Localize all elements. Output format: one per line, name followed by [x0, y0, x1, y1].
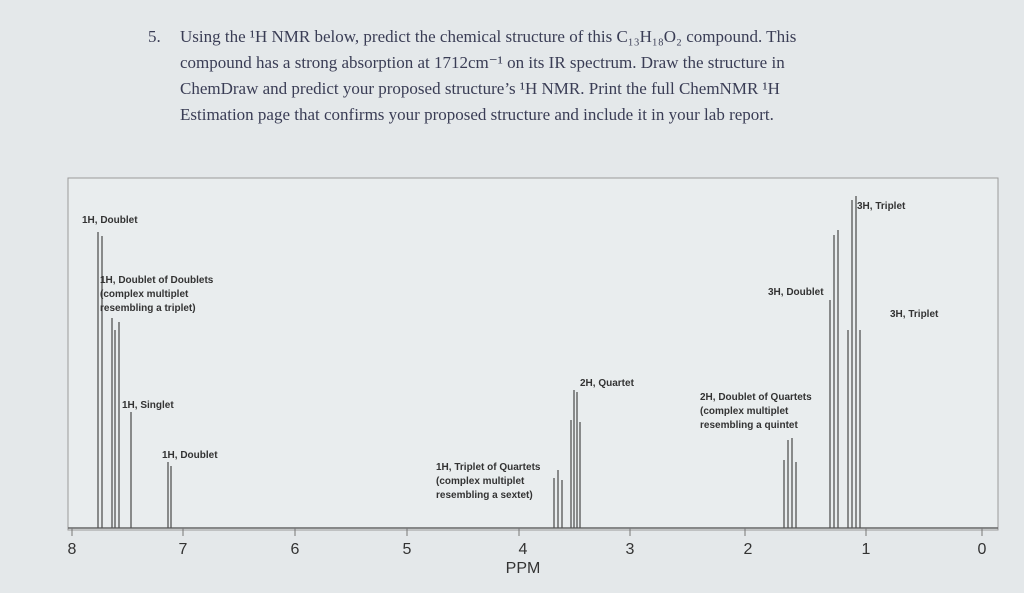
peak-label: 2H, Quartet: [580, 378, 635, 389]
axis-label: 4: [519, 541, 528, 558]
peak-label: resembling a sextet): [436, 490, 533, 501]
question-line: compound has a strong absorption at 1712…: [180, 53, 785, 72]
peak-label: 1H, Doublet: [162, 450, 218, 461]
peak-label: 3H, Doublet: [768, 287, 824, 298]
axis-title: PPM: [506, 560, 541, 577]
spectrum-frame: [67, 177, 999, 531]
axis-label: 7: [179, 541, 188, 558]
peak-label: resembling a triplet): [100, 303, 196, 314]
axis-label: 6: [291, 541, 300, 558]
question-line: Estimation page that confirms your propo…: [180, 105, 774, 124]
peak-label: 1H, Doublet of Doublets: [100, 275, 214, 286]
axis: 8 7 6 5 4 3 2 1 0 PPM: [68, 541, 987, 577]
axis-label: 3: [626, 541, 635, 558]
peaks: [97, 196, 861, 528]
question-text: Using the ¹H NMR below, predict the chem…: [180, 24, 796, 128]
peak-label: (complex multiplet: [700, 406, 789, 417]
peak-label: 1H, Triplet of Quartets: [436, 462, 541, 473]
axis-ticks: [71, 528, 983, 536]
peak-label: 1H, Doublet: [82, 215, 138, 226]
axis-label: 0: [978, 541, 987, 558]
axis-label: 5: [403, 541, 412, 558]
peak-label: (complex multiplet: [436, 476, 525, 487]
peak-label: 2H, Doublet of Quartets: [700, 392, 812, 403]
question-line: ChemDraw and predict your proposed struc…: [180, 79, 780, 98]
axis-label: 8: [68, 541, 77, 558]
axis-label: 1: [862, 541, 871, 558]
question-line: Using the ¹H NMR below, predict the chem…: [180, 27, 797, 46]
peak-label: resembling a quintet: [700, 420, 798, 431]
peak-labels: 1H, Doublet 1H, Doublet of Doublets (com…: [82, 201, 939, 501]
peak-label: 1H, Singlet: [122, 400, 174, 411]
peak-label: 3H, Triplet: [857, 201, 906, 212]
peak-label: 3H, Triplet: [890, 309, 939, 320]
axis-label: 2: [744, 541, 753, 558]
peak-label: (complex multiplet: [100, 289, 189, 300]
question-number: 5.: [148, 27, 161, 46]
